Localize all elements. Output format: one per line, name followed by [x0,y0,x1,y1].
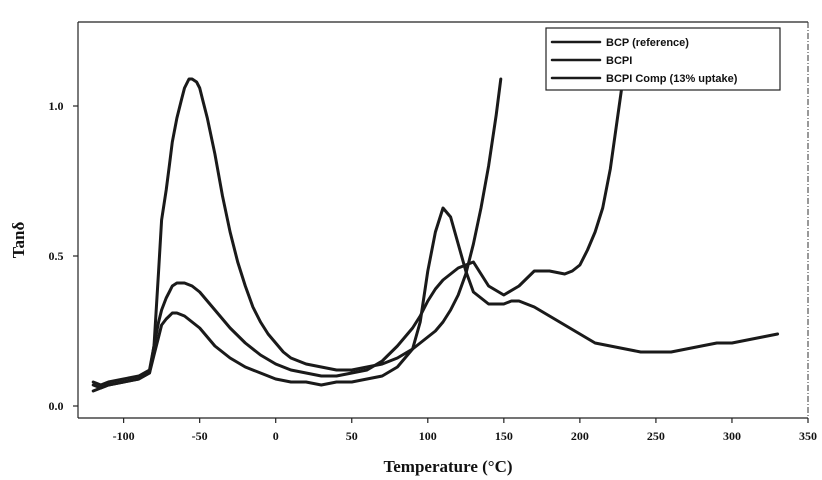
x-axis-title: Temperature (°C) [383,457,512,476]
series-lines [91,59,780,393]
x-tick-label: -50 [192,429,208,443]
legend-box [545,27,781,91]
series-line-bcpi [91,59,627,387]
y-axis-title: Tanδ [9,222,28,259]
y-axis-ticks: 0.0 0.5 1.0 [49,99,78,413]
x-tick-label: 350 [799,429,817,443]
legend: BCP (reference) BCPI BCPI Comp (13% upta… [545,27,781,91]
series-line-bcpi-comp [91,206,780,390]
x-tick-label: 250 [647,429,665,443]
legend-entry-bcpi-comp: BCPI Comp (13% uptake) [550,73,738,85]
x-tick-label: -100 [113,429,135,443]
series-line-bcp-reference [91,77,503,393]
x-tick-label: 200 [571,429,589,443]
x-tick-label: 150 [495,429,513,443]
y-tick-label: 0.0 [49,399,64,413]
x-tick-label: 300 [723,429,741,443]
legend-entry-bcpi: BCPI [550,55,632,67]
x-tick-label: 0 [273,429,279,443]
x-tick-label: 100 [419,429,437,443]
y-tick-label: 1.0 [49,99,64,113]
x-axis-ticks: -100 -50 0 50 100 150 200 250 300 350 [113,418,817,443]
legend-label-bcp-reference: BCP (reference) [606,37,689,49]
x-tick-label: 50 [346,429,358,443]
legend-label-bcpi-comp: BCPI Comp (13% uptake) [606,73,738,85]
y-tick-label: 0.5 [49,249,64,263]
legend-entry-bcp-reference: BCP (reference) [550,37,689,49]
legend-label-bcpi: BCPI [606,55,632,67]
